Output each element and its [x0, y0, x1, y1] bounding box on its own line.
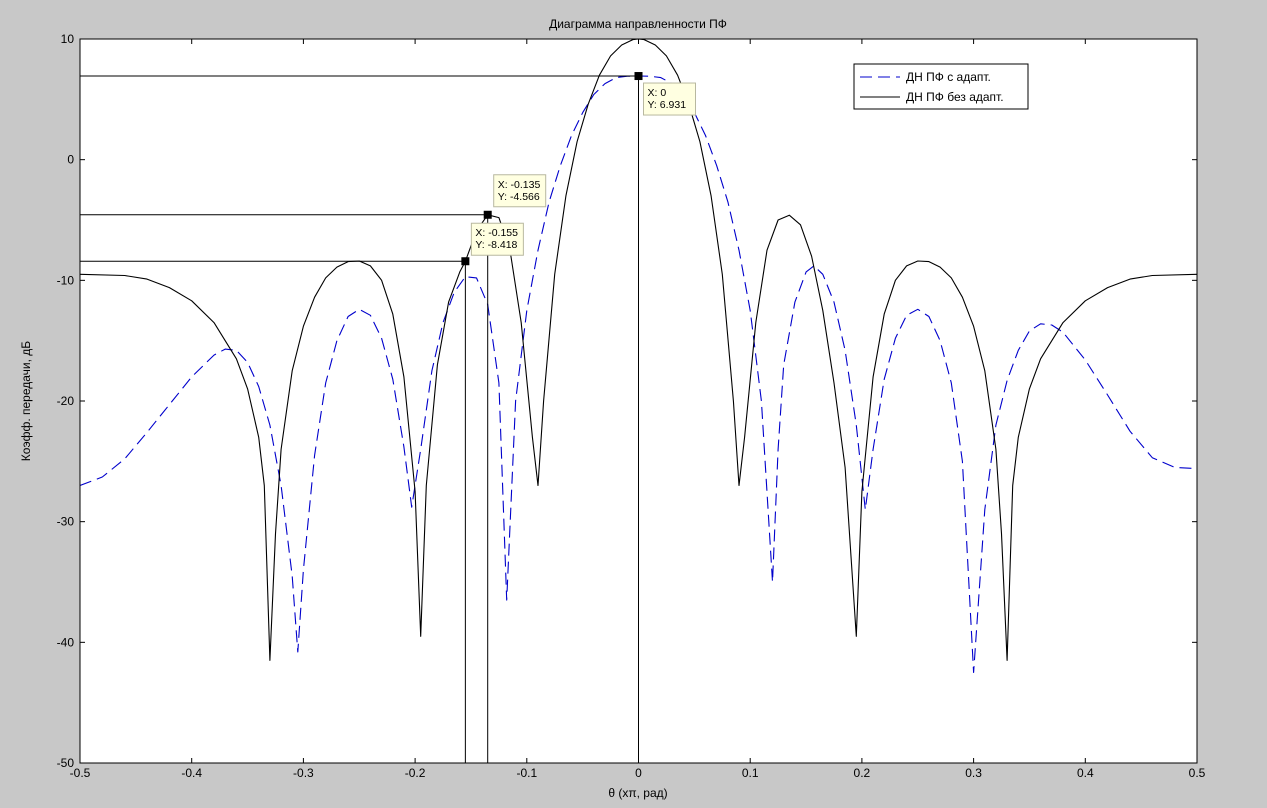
datatip-text: Y: 6.931	[648, 99, 687, 111]
x-tick-label: 0.4	[1077, 766, 1094, 780]
datatip-text: X: -0.155	[475, 227, 518, 239]
x-tick-label: 0.3	[965, 766, 982, 780]
x-tick-label: 0	[635, 766, 642, 780]
chart-title: Диаграмма направленности ПФ	[549, 17, 727, 31]
legend-label-nonadaptive: ДН ПФ без адапт.	[906, 90, 1004, 104]
x-tick-label: 0.2	[854, 766, 871, 780]
x-axis-label: θ (xπ, рад)	[608, 786, 667, 800]
legend: ДН ПФ с адапт. ДН ПФ без адапт.	[853, 63, 1029, 110]
x-tick-label: -0.5	[70, 766, 91, 780]
x-tick-label: -0.2	[405, 766, 426, 780]
datatip-marker	[634, 72, 643, 81]
axis-ticks: -0.5 -0.4 -0.3 -0.2 -0.1 0 0.1 0.2 0.3 0.4 0.5 -50 -…	[57, 32, 1206, 780]
y-tick-label: -30	[57, 515, 75, 529]
datatip-text: X: -0.135	[498, 179, 541, 191]
reference-lines	[80, 75, 639, 763]
y-axis-label: Коэфф. передачи, дБ	[19, 341, 33, 461]
legend-box	[853, 63, 1029, 110]
y-tick-label: -10	[57, 273, 75, 287]
datatip-box	[643, 82, 696, 116]
datatip-text: Y: -8.418	[475, 239, 517, 251]
x-tick-label: 0.5	[1189, 766, 1206, 780]
x-tick-label: -0.3	[293, 766, 314, 780]
datatip-box	[493, 174, 547, 208]
datatip-marker	[483, 210, 492, 219]
y-tick-label: -40	[57, 635, 75, 649]
x-tick-label: 0.1	[742, 766, 759, 780]
legend-label-adaptive: ДН ПФ с адапт.	[906, 70, 991, 84]
axes-box	[79, 38, 1198, 764]
datatip-marker	[461, 257, 470, 266]
y-tick-label: 0	[67, 153, 74, 167]
x-tick-label: -0.1	[516, 766, 537, 780]
y-tick-label: -20	[57, 394, 75, 408]
datatip-box	[470, 222, 524, 256]
datatip-text: Y: -4.566	[498, 191, 540, 203]
y-tick-label: 10	[61, 32, 75, 46]
y-tick-label: -50	[57, 756, 75, 770]
datatip-text: X: 0	[648, 87, 667, 99]
x-tick-label: -0.4	[181, 766, 202, 780]
